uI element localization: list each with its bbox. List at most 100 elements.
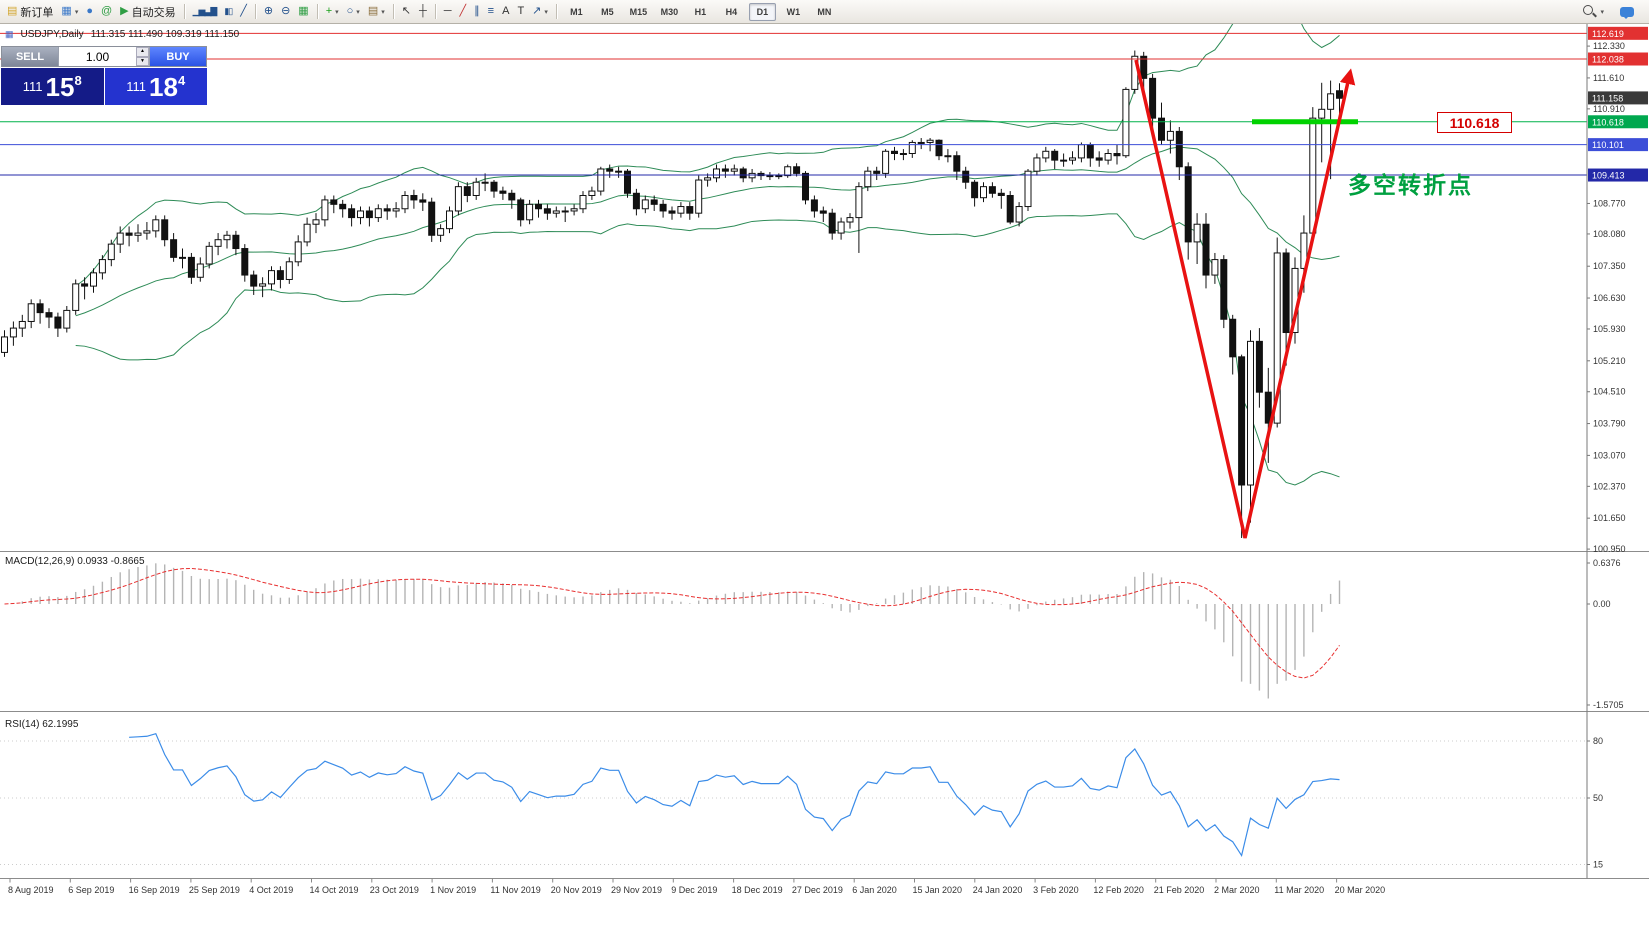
candlestick-chart-button[interactable]: ▮▯ — [221, 2, 235, 22]
date-tick: 20 Nov 2019 — [551, 885, 602, 895]
sell-price-big: 15 — [45, 71, 75, 102]
volume-input[interactable] — [59, 47, 136, 66]
macd-histogram — [12, 563, 1341, 699]
trendline-button-glyph: ╱ — [459, 5, 467, 17]
svg-text:112.619: 112.619 — [1592, 29, 1624, 39]
date-tick: 3 Feb 2020 — [1033, 885, 1079, 895]
volume-increase-button[interactable]: ▲ — [136, 47, 149, 57]
buy-price-sup: 4 — [177, 73, 186, 88]
sell-price-display[interactable]: 111 15 8 — [1, 68, 104, 105]
sell-price-sup: 8 — [74, 73, 82, 88]
price-badge — [1588, 26, 1648, 40]
timeframe-m1-button[interactable]: M1 — [563, 3, 590, 21]
toolbar-group-right: ▾ — [1579, 2, 1645, 22]
toolbar-separator — [254, 4, 256, 19]
fibonacci-button[interactable]: ≡ — [485, 2, 497, 22]
arrows-button[interactable]: ↗ ▾ — [529, 2, 551, 22]
autotrading-button[interactable]: ▶ 自动交易 — [117, 2, 178, 22]
date-tick: 15 Jan 2020 — [913, 885, 963, 895]
timeframe-w1-button[interactable]: W1 — [780, 3, 807, 21]
zoom-in-button[interactable]: ⊕ — [261, 2, 276, 22]
toolbar-group-chart-tools: + ▾ ○ ▾ ▤ ▾ — [323, 2, 388, 22]
date-tick: 14 Oct 2019 — [310, 885, 359, 895]
indicators-button-glyph: + — [325, 5, 333, 17]
chat-icon[interactable] — [1617, 2, 1637, 22]
buy-button[interactable]: BUY — [150, 47, 206, 66]
profile-button-glyph: ● — [86, 5, 93, 17]
bar-chart-button-glyph: ▁▅▃▇ — [192, 6, 218, 16]
symbol-period-label: USDJPY,Daily — [20, 29, 84, 40]
chevron-down-icon: ▾ — [381, 8, 385, 16]
rsi-line — [129, 732, 1340, 858]
bollinger-band — [75, 146, 1340, 317]
timeframe-mn-button[interactable]: MN — [811, 3, 838, 21]
channel-button[interactable]: ∥ — [471, 2, 483, 22]
search-icon[interactable]: ▾ — [1579, 2, 1607, 22]
volume-decrease-button[interactable]: ▼ — [136, 56, 149, 66]
templates-button[interactable]: ▤ ▾ — [365, 2, 388, 22]
macd-tick: 0.00 — [1593, 599, 1611, 609]
timeframe-h1-button[interactable]: H1 — [687, 3, 714, 21]
line-chart-button[interactable]: ╱ — [237, 2, 250, 22]
price-tick: 103.070 — [1593, 450, 1626, 460]
toolbar-separator — [316, 4, 318, 19]
community-button-glyph: @ — [100, 5, 113, 17]
chat-icon — [1620, 6, 1634, 19]
zoom-out-button[interactable]: ⊖ — [278, 2, 293, 22]
macd-tick: -1.5705 — [1593, 700, 1624, 710]
rsi-tick: 15 — [1593, 860, 1603, 870]
timeframe-m30-button[interactable]: M30 — [656, 3, 683, 21]
price-badge — [1588, 52, 1648, 66]
indicators-button[interactable]: + ▾ — [323, 2, 342, 22]
new-order-button[interactable]: ▤ 新订单 — [4, 2, 56, 22]
community-button[interactable]: @ — [98, 2, 115, 22]
price-tick: 111.610 — [1593, 73, 1624, 83]
bar-chart-button[interactable]: ▁▅▃▇ — [190, 2, 220, 22]
chevron-down-icon: ▾ — [335, 8, 339, 16]
timeframe-d1-button[interactable]: D1 — [748, 2, 776, 21]
cursor-button[interactable]: ↖ — [399, 2, 414, 22]
date-tick: 9 Dec 2019 — [671, 885, 717, 895]
date-tick: 11 Nov 2019 — [490, 885, 540, 895]
volume-field: ▲ ▼ — [58, 47, 150, 66]
date-tick: 8 Aug 2019 — [8, 885, 54, 895]
price-badge — [1588, 138, 1648, 152]
periods-button-glyph: ○ — [346, 5, 354, 17]
timeframe-m5-button[interactable]: M5 — [594, 3, 621, 21]
rsi-label: RSI(14) 62.1995 — [5, 719, 79, 730]
trendline-button[interactable]: ╱ — [457, 2, 470, 22]
date-tick: 27 Dec 2019 — [792, 885, 843, 895]
date-tick: 21 Feb 2020 — [1154, 885, 1205, 895]
timeframe-h4-button[interactable]: H4 — [718, 3, 745, 21]
date-tick: 1 Nov 2019 — [430, 885, 476, 895]
label-button[interactable]: T — [514, 2, 527, 22]
timeframe-m15-button[interactable]: M15 — [625, 3, 652, 21]
price-badge — [1588, 168, 1648, 182]
rsi-tick: 80 — [1593, 736, 1603, 746]
date-tick: 6 Sep 2019 — [68, 885, 114, 895]
price-badge — [1588, 91, 1648, 105]
text-button[interactable]: A — [499, 2, 512, 22]
price-tick: 108.080 — [1593, 229, 1626, 239]
arrows-button-glyph: ↗ — [532, 5, 542, 17]
hline-button[interactable]: ─ — [441, 2, 455, 22]
chevron-down-icon: ▾ — [74, 8, 79, 16]
date-tick: 4 Oct 2019 — [249, 885, 293, 895]
crosshair-button[interactable]: ┼ — [416, 2, 430, 22]
chart-window-button[interactable]: ▦ ▾ — [58, 2, 81, 22]
periods-button[interactable]: ○ ▾ — [344, 2, 363, 22]
line-chart-button-glyph: ╱ — [240, 5, 247, 17]
cursor-button-glyph: ↖ — [401, 5, 411, 17]
date-tick: 29 Nov 2019 — [611, 885, 662, 895]
sell-button[interactable]: SELL — [2, 47, 58, 66]
price-tick: 102.370 — [1593, 481, 1626, 491]
toolbar-group-chart-type: ▁▅▃▇ ▮▯ ╱ — [190, 2, 250, 22]
buy-price-display[interactable]: 111 18 4 — [104, 68, 207, 105]
profile-button[interactable]: ● — [83, 2, 96, 22]
v-reversal-arrow — [1134, 59, 1356, 539]
grid-button[interactable]: ▦ — [295, 2, 311, 22]
svg-text:110.101: 110.101 — [1592, 140, 1624, 150]
date-tick: 20 Mar 2020 — [1335, 885, 1386, 895]
chart-canvas[interactable]: 112.330 111.610 110.910 108.770 108.080 107.3… — [0, 24, 1649, 947]
chart-window-button-glyph: ▦ — [61, 5, 72, 17]
